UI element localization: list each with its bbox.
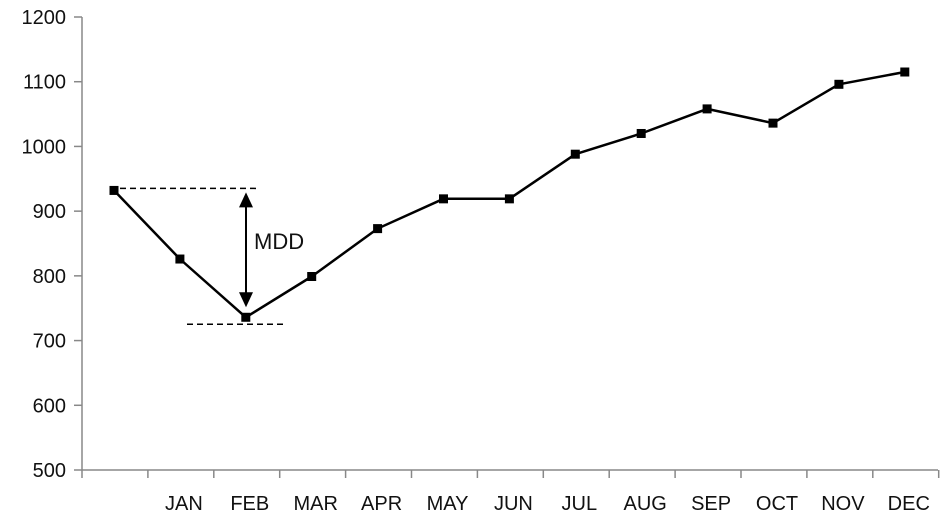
mdd-label: MDD xyxy=(254,229,304,254)
data-points xyxy=(109,67,910,322)
mdd-annotation: MDD xyxy=(120,187,304,326)
data-point xyxy=(241,312,251,322)
y-tick-label: 1100 xyxy=(23,72,66,94)
x-tick-label: JAN xyxy=(165,493,203,515)
x-tick-label: FEB xyxy=(230,493,269,515)
x-tick-label: JUN xyxy=(494,493,533,515)
x-tick-label: DEC xyxy=(888,493,930,515)
arrow-up-icon xyxy=(239,192,253,208)
y-tick-label: 900 xyxy=(33,201,66,223)
data-point xyxy=(768,118,778,128)
y-tick-label: 600 xyxy=(33,395,66,417)
data-point xyxy=(109,185,119,195)
data-point xyxy=(504,194,514,204)
y-tick-label: 700 xyxy=(33,331,66,353)
x-axis-ticks: JAN FEB MAR APR MAY JUN JUL AUG SEP OCT NOV DEC xyxy=(81,470,940,515)
data-point xyxy=(636,128,646,138)
x-tick-label: SEP xyxy=(691,493,731,515)
arrow-down-icon xyxy=(239,292,253,308)
data-point xyxy=(175,254,185,264)
y-tick-label: 800 xyxy=(33,266,66,288)
y-axis-ticks: 500 600 700 800 900 1000 1100 1200 xyxy=(22,7,82,482)
x-tick-label: MAR xyxy=(293,493,337,515)
x-tick-label: AUG xyxy=(624,493,667,515)
y-tick-label: 1200 xyxy=(22,7,67,29)
x-tick-label: NOV xyxy=(821,493,865,515)
data-point xyxy=(702,104,712,114)
data-point xyxy=(900,67,910,77)
y-tick-label: 500 xyxy=(33,460,66,482)
x-tick-label: APR xyxy=(361,493,402,515)
x-tick-label: MAY xyxy=(427,493,469,515)
data-point xyxy=(834,79,844,89)
x-tick-label: JUL xyxy=(562,493,598,515)
data-point xyxy=(439,194,448,204)
data-point xyxy=(570,149,580,159)
y-tick-label: 1000 xyxy=(22,136,67,158)
data-point xyxy=(373,224,383,234)
data-point xyxy=(307,272,317,282)
x-tick-label: OCT xyxy=(756,493,798,515)
